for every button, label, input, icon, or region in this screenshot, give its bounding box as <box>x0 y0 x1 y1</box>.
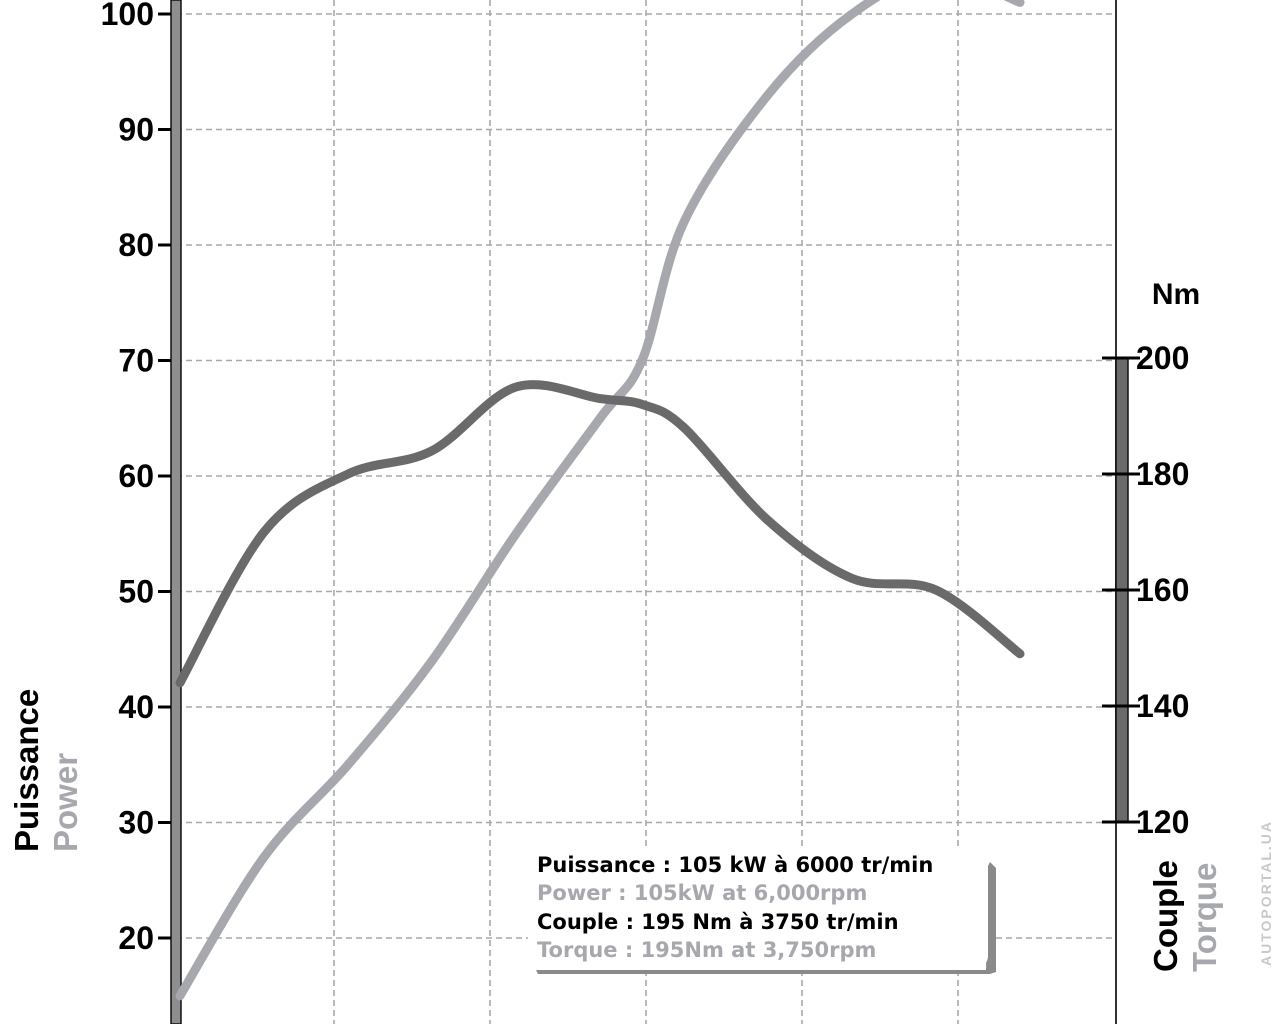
legend-line-3: Couple : 195 Nm à 3750 tr/min <box>537 910 899 934</box>
right-axis-title-fr: Couple <box>1147 860 1184 972</box>
left-tick-label: 90 <box>118 112 154 148</box>
legend-box <box>528 846 988 968</box>
right-axis-title-en: Torque <box>1186 863 1223 972</box>
torque-curve <box>175 380 1025 688</box>
legend-line-1: Puissance : 105 kW à 6000 tr/min <box>537 853 933 877</box>
left-axis-title-en: Power <box>47 753 84 852</box>
legend-line-4: Torque : 195Nm at 3,750rpm <box>537 938 876 962</box>
legend-line-2: Power : 105kW at 6,000rpm <box>537 881 867 905</box>
watermark: AUTOPORTAL.UA <box>1258 820 1274 966</box>
left-tick-label: 30 <box>118 805 154 841</box>
right-tick-label: 140 <box>1136 688 1189 724</box>
left-tick-label: 40 <box>118 689 154 725</box>
right-tick-label: 200 <box>1136 340 1189 376</box>
left-tick-label: 20 <box>118 920 154 956</box>
right-tick-label: 160 <box>1136 572 1189 608</box>
right-axis-unit: Nm <box>1152 278 1200 311</box>
right-tick-label: 180 <box>1136 456 1189 492</box>
left-tick-label: 60 <box>118 458 154 494</box>
left-axis-bar <box>170 0 182 1024</box>
left-tick-label: 100 <box>101 0 154 32</box>
right-tick-label: 120 <box>1136 804 1189 840</box>
left-tick-label: 80 <box>118 227 154 263</box>
left-tick-label: 70 <box>118 343 154 379</box>
left-tick-label: 50 <box>118 574 154 610</box>
series-torque <box>175 380 1025 688</box>
left-axis-title-fr: Puissance <box>8 689 45 852</box>
